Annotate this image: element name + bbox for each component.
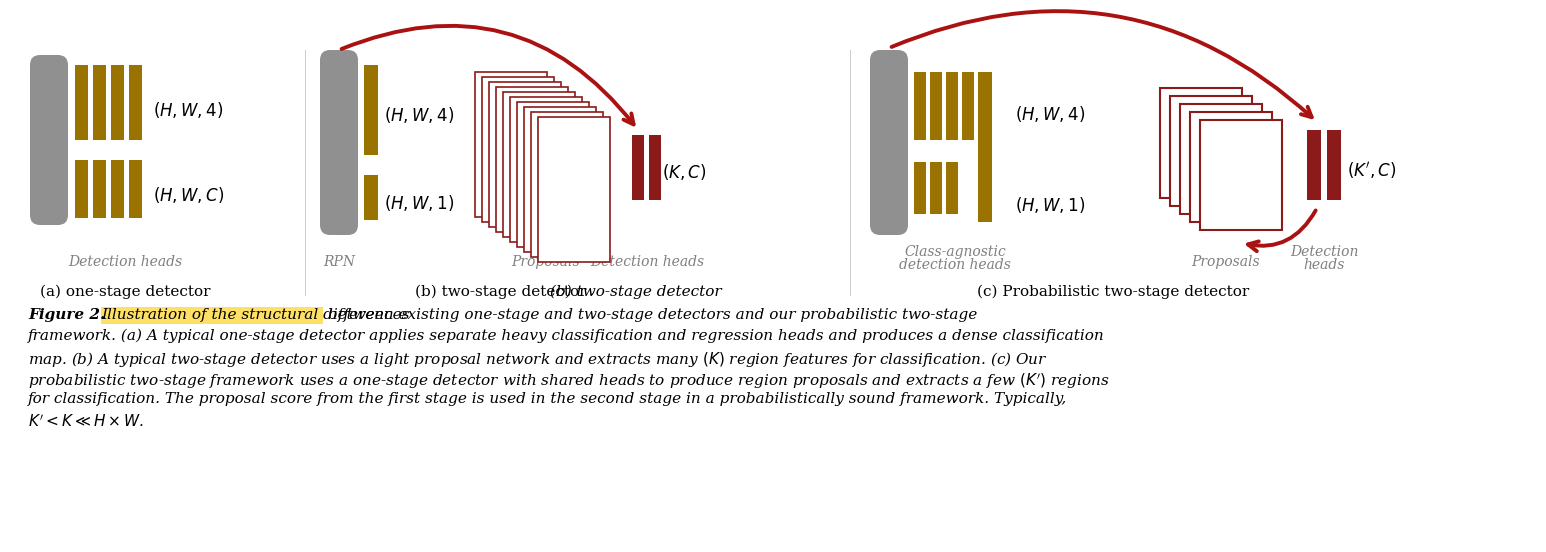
Bar: [100, 307, 323, 324]
Bar: [128, 160, 142, 218]
FancyBboxPatch shape: [870, 50, 908, 235]
Bar: [1160, 88, 1241, 198]
Bar: [530, 112, 603, 257]
Bar: [128, 65, 142, 140]
Text: (c) Probabilistic two-stage detector: (c) Probabilistic two-stage detector: [977, 285, 1249, 299]
Text: (a) one-stage detector: (a) one-stage detector: [40, 285, 210, 299]
Bar: [93, 160, 107, 218]
Bar: [475, 72, 547, 217]
Text: (b) two-stage detector: (b) two-stage detector: [416, 285, 587, 299]
Text: $(H, W, 1)$: $(H, W, 1)$: [383, 193, 455, 213]
Bar: [946, 162, 959, 214]
Text: $(H, W, C)$: $(H, W, C)$: [153, 185, 224, 205]
Bar: [962, 72, 974, 140]
Text: map. (b) A typical two-stage detector uses a light proposal network and extracts: map. (b) A typical two-stage detector us…: [28, 350, 1048, 369]
Bar: [979, 72, 993, 222]
Bar: [489, 82, 561, 227]
Text: Detection heads: Detection heads: [68, 255, 182, 269]
Bar: [931, 162, 942, 214]
Bar: [363, 175, 379, 220]
Bar: [1306, 130, 1320, 200]
Bar: [538, 117, 611, 262]
Bar: [632, 135, 645, 200]
Bar: [496, 87, 567, 232]
Text: $(H, W, 4)$: $(H, W, 4)$: [1016, 104, 1085, 124]
Bar: [510, 97, 581, 242]
Text: $(H, W, 1)$: $(H, W, 1)$: [1016, 195, 1085, 215]
Bar: [111, 65, 124, 140]
Bar: [516, 102, 589, 247]
Bar: [914, 72, 926, 140]
FancyBboxPatch shape: [29, 55, 68, 225]
Text: for classification. The proposal score from the first stage is used in the secon: for classification. The proposal score f…: [28, 392, 1067, 406]
Text: $(K, C)$: $(K, C)$: [662, 162, 707, 182]
Text: RPN: RPN: [323, 255, 356, 269]
Text: Proposals: Proposals: [1192, 255, 1260, 269]
Bar: [1326, 130, 1340, 200]
Bar: [1200, 120, 1282, 230]
Bar: [1170, 96, 1252, 206]
Bar: [946, 72, 959, 140]
Bar: [502, 92, 575, 237]
Text: $K^{\prime} < K \ll H \times W$.: $K^{\prime} < K \ll H \times W$.: [28, 413, 144, 429]
Bar: [931, 72, 942, 140]
Text: detection heads: detection heads: [900, 258, 1011, 272]
Text: (b) two-stage detector: (b) two-stage detector: [550, 285, 722, 299]
Bar: [76, 65, 88, 140]
Bar: [649, 135, 662, 200]
Text: Class-agnostic: Class-agnostic: [904, 245, 1006, 259]
Text: heads: heads: [1303, 258, 1345, 272]
Bar: [93, 65, 107, 140]
Text: between existing one-stage and two-stage detectors and our probabilistic two-sta: between existing one-stage and two-stage…: [323, 308, 977, 322]
Text: probabilistic two-stage framework uses a one-stage detector with shared heads to: probabilistic two-stage framework uses a…: [28, 371, 1110, 391]
Text: Detection heads: Detection heads: [591, 255, 703, 269]
Bar: [482, 77, 553, 222]
Bar: [76, 160, 88, 218]
FancyBboxPatch shape: [320, 50, 359, 235]
Text: Proposals: Proposals: [512, 255, 580, 269]
Bar: [111, 160, 124, 218]
Text: $(K', C)$: $(K', C)$: [1347, 160, 1396, 181]
Text: framework. (a) A typical one-stage detector applies separate heavy classificatio: framework. (a) A typical one-stage detec…: [28, 329, 1105, 343]
Bar: [914, 162, 926, 214]
Text: Detection: Detection: [1289, 245, 1359, 259]
Bar: [524, 107, 597, 252]
Text: $(H, W, 4)$: $(H, W, 4)$: [153, 100, 223, 120]
Text: Figure 2.: Figure 2.: [28, 308, 105, 322]
Text: Illustration of the structural differences: Illustration of the structural differenc…: [100, 308, 410, 322]
Text: $(H, W, 4)$: $(H, W, 4)$: [383, 105, 455, 125]
Bar: [1190, 112, 1272, 222]
Bar: [363, 65, 379, 155]
Bar: [1180, 104, 1262, 214]
